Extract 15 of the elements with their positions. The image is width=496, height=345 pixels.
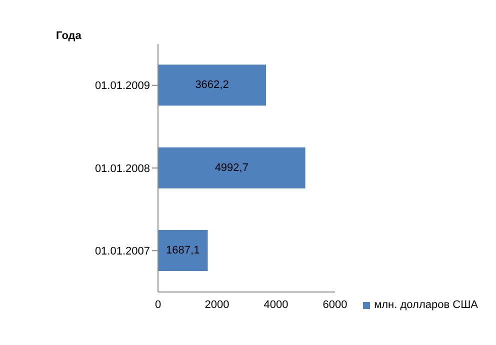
y-axis-title: Года	[56, 30, 82, 42]
x-tick-label: 6000	[322, 298, 348, 311]
bar	[158, 147, 306, 188]
legend-label: млн. долларов США	[374, 299, 478, 311]
y-tick-label: 01.01.2008	[94, 162, 150, 175]
data-label: 4992,7	[214, 162, 248, 174]
y-tick-label: 01.01.2009	[94, 80, 150, 92]
x-tick-label: 0	[154, 298, 162, 311]
data-label: 3662,2	[195, 79, 229, 92]
x-tick-label: 2000	[204, 298, 230, 311]
bar	[158, 64, 266, 106]
data-label: 1687,1	[166, 244, 200, 256]
x-tick-label: 4000	[264, 298, 288, 311]
bar	[158, 230, 208, 271]
y-tick-label: 01.01.2007	[94, 246, 150, 258]
